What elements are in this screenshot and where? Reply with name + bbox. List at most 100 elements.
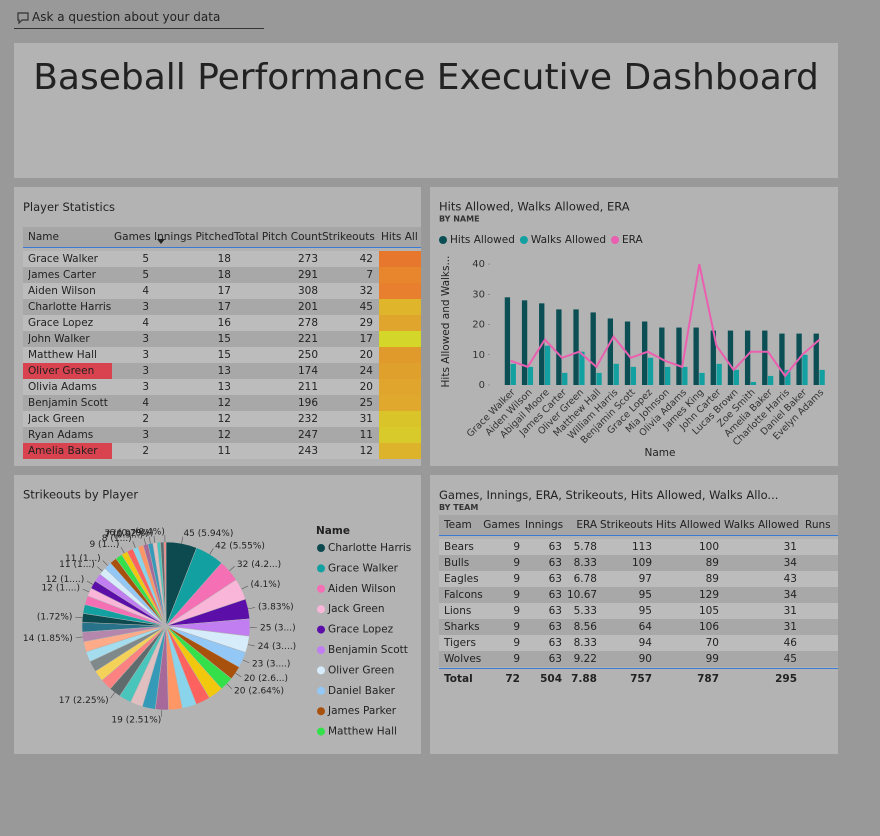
- bar: [573, 309, 579, 385]
- table-cell: 20: [359, 349, 373, 361]
- bar: [596, 372, 602, 385]
- legend-label: ERA: [622, 234, 644, 246]
- table-cell: 89: [705, 573, 719, 585]
- team-label: Wolves: [444, 653, 482, 665]
- table-cell: 295: [775, 673, 797, 685]
- table-cell: 7: [366, 269, 373, 281]
- team-label: Eagles: [444, 573, 479, 585]
- bar: [693, 327, 699, 385]
- hits-color-cell: [379, 379, 421, 395]
- legend-label: James Parker: [327, 705, 397, 717]
- hits-color-cell: [379, 267, 421, 283]
- table-cell: 63: [548, 557, 562, 569]
- table-cell: 99: [705, 653, 719, 665]
- table-cell: 29: [359, 317, 373, 329]
- bar: [510, 363, 516, 385]
- legend-marker: [317, 584, 325, 593]
- table-cell: 129: [698, 589, 719, 601]
- table-cell: 63: [548, 573, 562, 585]
- qa-icon: [17, 12, 29, 25]
- table-row-bg: [439, 651, 838, 667]
- leader-line: [132, 541, 136, 548]
- data-label: 6 (0.79%): [109, 528, 153, 538]
- column-header: Strikeouts: [600, 519, 653, 531]
- table-cell: 89: [705, 557, 719, 569]
- table-row-bg: [23, 251, 421, 267]
- hits-color-cell: [379, 299, 421, 315]
- legend-marker: [317, 544, 325, 552]
- table-row-bg: [23, 347, 421, 363]
- legend-label: Walks Allowed: [531, 234, 606, 246]
- team-table-panel: Games, Innings, ERA, Strikeouts, Hits Al…: [430, 475, 838, 754]
- player-name: Aiden Wilson: [28, 285, 96, 297]
- bar: [813, 333, 819, 385]
- table-cell: 291: [297, 269, 318, 281]
- table-row-bg: [23, 379, 421, 395]
- table-cell: 94: [638, 637, 652, 649]
- hits-color-cell: [379, 331, 421, 347]
- player-name: Jack Green: [28, 413, 85, 425]
- bar: [733, 369, 739, 385]
- table-cell: 243: [297, 445, 318, 457]
- table-cell: 45: [783, 653, 797, 665]
- table-cell: 504: [540, 673, 562, 685]
- bar: [727, 330, 734, 385]
- bar: [744, 330, 751, 385]
- legend-label: Grace Lopez: [328, 624, 394, 636]
- hits-color-cell: [379, 411, 421, 427]
- table-cell: 5: [142, 253, 149, 265]
- table-cell: 63: [548, 637, 562, 649]
- table-cell: 757: [630, 673, 652, 685]
- table-row-bg: [439, 555, 838, 571]
- data-label: 25 (3...): [260, 623, 296, 633]
- table-cell: 15: [217, 349, 231, 361]
- leader-line: [102, 560, 108, 566]
- player-name: Olivia Adams: [28, 381, 97, 393]
- table-cell: 174: [297, 365, 318, 377]
- table-cell: 16: [217, 317, 231, 329]
- data-label: 9 (1...): [89, 540, 119, 550]
- table-cell: 196: [297, 397, 318, 409]
- legend-label: Jack Green: [327, 603, 385, 615]
- hits-color-cell: [379, 315, 421, 331]
- table-cell: 18: [217, 253, 231, 265]
- table-cell: 308: [297, 285, 318, 297]
- table-cell: 247: [297, 429, 318, 441]
- table-cell: 45: [359, 301, 373, 313]
- table-cell: 95: [638, 605, 652, 617]
- table-cell: 31: [783, 541, 797, 553]
- table-cell: 97: [638, 573, 652, 585]
- bar: [659, 327, 665, 385]
- bar: [785, 369, 791, 385]
- table-cell: 12: [359, 445, 373, 457]
- y-tick-label: 30: [472, 289, 485, 300]
- bar: [716, 363, 722, 385]
- legend-label: Charlotte Harris: [328, 542, 411, 554]
- qa-box[interactable]: Ask a question about your data: [14, 8, 264, 29]
- player-name: Benjamin Scott: [28, 397, 108, 409]
- table-cell: 63: [548, 653, 562, 665]
- legend-marker: [317, 727, 325, 736]
- leader-line: [143, 537, 146, 545]
- bar: [802, 354, 808, 385]
- table-cell: 95: [638, 589, 652, 601]
- data-label: 24 (3....): [258, 642, 297, 652]
- bar: [762, 330, 768, 385]
- leader-line: [96, 566, 103, 572]
- table-cell: 3: [142, 349, 149, 361]
- team-label: Bulls: [444, 557, 470, 569]
- table-cell: 2: [142, 413, 149, 425]
- player-name: Grace Walker: [28, 253, 99, 265]
- leader-line: [82, 588, 90, 593]
- bar: [682, 366, 688, 385]
- legend-marker: [611, 236, 620, 244]
- table-cell: 15: [217, 333, 231, 345]
- column-header: Team: [444, 519, 472, 531]
- bar: [665, 366, 671, 385]
- column-header: Strikeouts: [322, 231, 375, 243]
- leader-line: [235, 672, 242, 678]
- table-cell: 31: [783, 605, 797, 617]
- table-cell: 8.33: [573, 557, 597, 569]
- table-cell: 17: [359, 333, 373, 345]
